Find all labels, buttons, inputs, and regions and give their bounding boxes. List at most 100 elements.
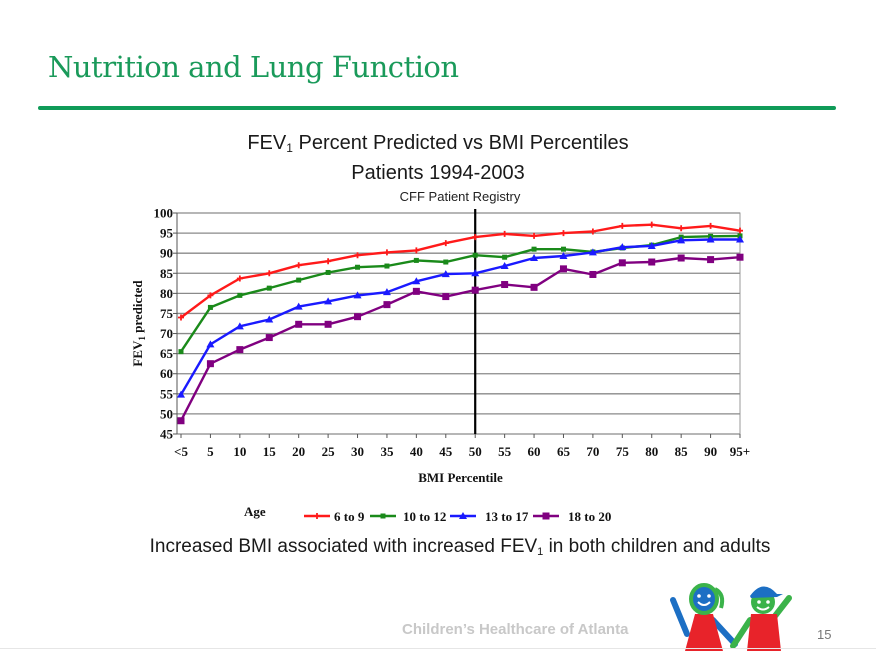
data-point [296, 277, 302, 283]
y-tick-label: 50 [160, 406, 173, 421]
data-point [472, 234, 479, 241]
data-point [588, 248, 597, 256]
data-point [207, 292, 214, 299]
data-point [237, 292, 243, 298]
data-point [324, 320, 332, 328]
y-axis-title: FEV1 predicted [130, 280, 147, 367]
data-point [355, 264, 361, 270]
data-point [177, 390, 185, 398]
legend-label: 13 to 17 [485, 509, 529, 524]
x-tick-label: <5 [174, 444, 188, 459]
caption-pre: Increased BMI associated with increased … [149, 536, 538, 557]
caption-post: in both children and adults [543, 536, 771, 557]
data-point [648, 221, 655, 228]
x-tick-label: 85 [675, 444, 689, 459]
data-point [647, 241, 656, 249]
data-point [236, 346, 244, 354]
data-point [531, 232, 538, 239]
data-point [502, 254, 508, 260]
y-tick-label: 90 [160, 246, 173, 261]
data-point [266, 285, 272, 291]
data-point [178, 349, 184, 355]
data-point [559, 265, 567, 273]
x-tick-label: 55 [498, 444, 512, 459]
data-point [325, 269, 331, 275]
series-line [179, 256, 741, 422]
data-point [295, 262, 302, 269]
x-tick-label: 5 [207, 444, 214, 459]
data-point [589, 228, 596, 235]
data-point [531, 246, 537, 252]
legend-label: 18 to 20 [568, 509, 611, 524]
legend-item-13-to-17: 13 to 17 [450, 509, 529, 524]
data-point [412, 287, 420, 295]
data-point [648, 258, 656, 266]
x-tick-label: 15 [263, 444, 277, 459]
data-point [619, 222, 626, 229]
data-point [266, 270, 273, 277]
data-point [500, 262, 509, 270]
data-point [589, 270, 597, 278]
bottom-divider [0, 648, 876, 649]
footer-brand: Children’s Healthcare of Atlanta [402, 621, 629, 638]
x-tick-label: 80 [645, 444, 658, 459]
data-point [383, 249, 390, 256]
x-tick-label: 50 [469, 444, 482, 459]
data-point [295, 320, 303, 328]
data-point [206, 360, 214, 368]
data-point [559, 251, 568, 259]
data-point [413, 257, 419, 263]
data-point [354, 313, 362, 321]
x-axis-ticks: <5 5 10 15 20 25 30 35 40 45 50 55 60 65 70 75 80 85 90 95+ [174, 434, 750, 459]
data-point [236, 275, 243, 282]
data-point [235, 322, 244, 330]
x-tick-label: 70 [586, 444, 599, 459]
chart-title-line2: Patients 1994-2003 [351, 162, 525, 184]
y-axis-title-subscript: 1 [137, 336, 147, 341]
data-point [707, 256, 715, 264]
series-6-to-9 [178, 221, 743, 321]
data-point [354, 252, 361, 259]
data-point [736, 253, 744, 261]
data-point [618, 243, 627, 251]
data-point [206, 340, 215, 348]
legend-item-18-to-20: 18 to 20 [533, 509, 611, 524]
series-line [179, 238, 740, 396]
y-tick-label: 85 [160, 266, 174, 281]
x-tick-label: 25 [322, 444, 336, 459]
x-tick-label: 95+ [730, 444, 750, 459]
y-axis-ticks: 45 50 55 60 65 70 75 80 85 90 95 100 [154, 206, 178, 442]
gridlines [176, 212, 741, 435]
title-divider [38, 106, 836, 110]
chart-title-post: Percent Predicted vs BMI Percentiles [292, 132, 629, 154]
x-tick-label: 20 [292, 444, 305, 459]
legend-title: Age [244, 504, 266, 519]
legend-label: 10 to 12 [403, 509, 446, 524]
data-point [412, 277, 421, 285]
x-tick-label: 45 [439, 444, 453, 459]
data-point [501, 281, 509, 289]
x-tick-label: 60 [528, 444, 541, 459]
y-tick-label: 55 [160, 386, 174, 401]
x-tick-label: 90 [704, 444, 717, 459]
chart-title: FEV1 Percent Predicted vs BMI Percentile… [0, 131, 876, 186]
data-point [471, 269, 480, 277]
data-point [325, 258, 332, 265]
legend-item-10-to-12: 10 to 12 [370, 509, 446, 524]
data-point [707, 222, 714, 229]
data-point [442, 293, 450, 301]
data-point [178, 314, 184, 321]
caption-subscript: 1 [537, 546, 544, 558]
legend-label: 6 to 9 [334, 509, 365, 524]
data-point [382, 288, 391, 296]
x-tick-label: 10 [233, 444, 246, 459]
x-tick-label: 30 [351, 444, 364, 459]
y-tick-label: 100 [154, 206, 174, 221]
data-point [737, 227, 743, 234]
data-point [706, 235, 715, 243]
data-point [618, 259, 626, 267]
data-point [542, 512, 550, 520]
series-line [180, 223, 741, 319]
data-point [380, 513, 386, 519]
